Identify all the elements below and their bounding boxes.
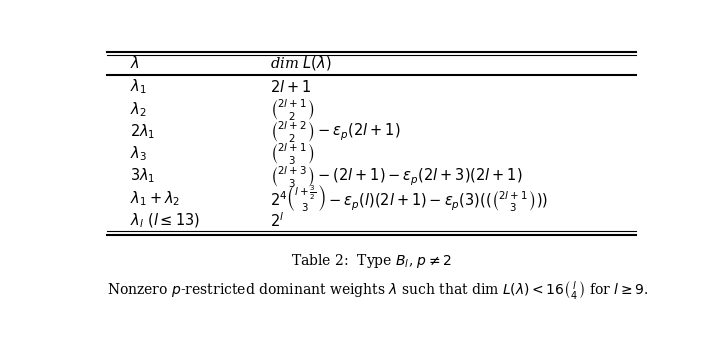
Text: $\lambda_3$: $\lambda_3$ (130, 144, 147, 163)
Text: $\lambda_2$: $\lambda_2$ (130, 100, 146, 118)
Text: $\binom{2l+1}{2}$: $\binom{2l+1}{2}$ (270, 97, 315, 122)
Text: $\binom{2l+3}{3} - (2l+1) - \epsilon_p(2l+3)(2l+1)$: $\binom{2l+3}{3} - (2l+1) - \epsilon_p(2… (270, 163, 523, 189)
Text: $2l+1$: $2l+1$ (270, 79, 312, 95)
Text: $\lambda_1$: $\lambda_1$ (130, 77, 146, 96)
Text: dim $L(\lambda)$: dim $L(\lambda)$ (270, 54, 332, 72)
Text: $3\lambda_1$: $3\lambda_1$ (130, 167, 155, 185)
Text: $\binom{2l+1}{3}$: $\binom{2l+1}{3}$ (270, 141, 315, 166)
Text: $\lambda_l \ (l \leq 13)$: $\lambda_l \ (l \leq 13)$ (130, 212, 200, 230)
Text: $\lambda_1 + \lambda_2$: $\lambda_1 + \lambda_2$ (130, 189, 181, 208)
Text: Table 2:  Type $B_l$, $p \neq 2$: Table 2: Type $B_l$, $p \neq 2$ (291, 252, 452, 270)
Text: $\binom{2l+2}{2} - \epsilon_p(2l+1)$: $\binom{2l+2}{2} - \epsilon_p(2l+1)$ (270, 119, 401, 144)
Text: $2^4\binom{l+\frac{3}{2}}{3} - \epsilon_p(l)(2l+1) - \epsilon_p(3)((\binom{2l+1}: $2^4\binom{l+\frac{3}{2}}{3} - \epsilon_… (270, 183, 549, 214)
Text: $2\lambda_1$: $2\lambda_1$ (130, 122, 155, 141)
Text: Nonzero $p$-restricted dominant weights $\lambda$ such that dim $L(\lambda) < 16: Nonzero $p$-restricted dominant weights … (107, 279, 649, 302)
Text: $2^l$: $2^l$ (270, 211, 285, 230)
Text: $\lambda$: $\lambda$ (130, 55, 140, 71)
